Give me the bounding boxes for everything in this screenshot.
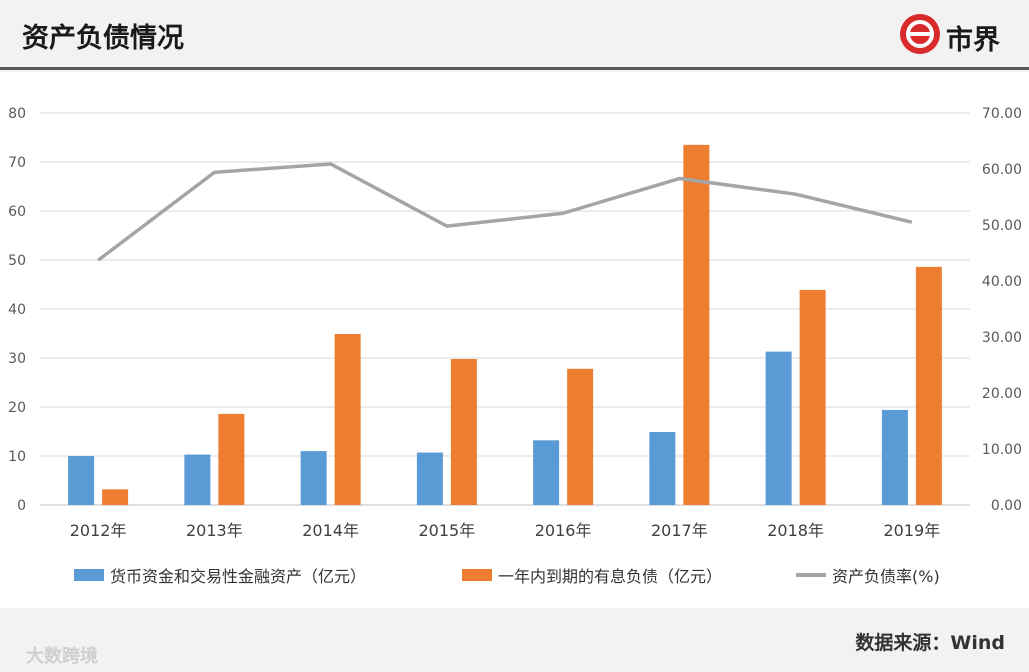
x-tick-label: 2017年 [651,521,708,540]
right-tick-label: 40.00 [982,274,1022,290]
legend-label-cash: 货币资金和交易性金融资产（亿元） [110,567,367,586]
left-tick-label: 30 [8,351,26,367]
right-tick-label: 20.00 [982,386,1022,402]
x-tick-label: 2019年 [884,521,941,540]
left-tick-label: 70 [8,155,26,171]
right-tick-label: 0.00 [991,498,1022,514]
chart: 0 10 20 30 40 50 60 70 80 0.00 10.00 20.00 30.00 40.0… [8,106,1022,540]
chart-legend: 货币资金和交易性金融资产（亿元） 一年内到期的有息负债（亿元） 资产负债率(%) [0,560,1029,590]
bar-debt [102,489,129,505]
legend-item-cash: 货币资金和交易性金融资产（亿元） [74,560,366,590]
legend-swatch-orange [462,569,492,581]
bar-debt [567,368,594,505]
bar-debt [799,289,826,505]
bar-debt [334,333,361,505]
bar-debt [218,413,245,505]
logo-icon [900,14,940,54]
bar-cash [533,440,560,505]
bar-cash [765,351,792,505]
right-tick-label: 10.00 [982,442,1022,458]
bar-cash [184,454,211,505]
x-tick-label: 2016年 [535,521,592,540]
right-tick-label: 60.00 [982,162,1022,178]
x-tick-label: 2012年 [70,521,127,540]
bar-cash [68,456,95,505]
watermark: 大数跨境 [26,646,98,667]
bar-debt [683,144,710,505]
legend-swatch-gray [796,573,826,577]
legend-item-ratio: 资产负债率(%) [796,560,940,590]
left-tick-label: 80 [8,106,26,122]
left-tick-label: 10 [8,449,26,465]
logo-text: 市界 [946,25,1000,56]
bar-cash [300,451,327,505]
right-tick-label: 50.00 [982,218,1022,234]
legend-swatch-blue [74,569,104,581]
left-tick-label: 0 [17,498,26,514]
bar-cash [416,452,443,505]
bar-cash [881,409,908,505]
left-tick-label: 50 [8,253,26,269]
bar-debt [915,266,942,505]
x-tick-label: 2014年 [302,521,359,540]
legend-label-debt: 一年内到期的有息负债（亿元） [498,567,723,586]
legend-label-ratio: 资产负债率(%) [832,567,940,586]
brand-logo: 市界 [900,14,1022,58]
data-source: 数据来源：Wind [855,632,1005,654]
bar-cash [649,431,676,505]
ratio-line [97,162,913,262]
chart-panel: 0 10 20 30 40 50 60 70 80 0.00 10.00 20.00 30.00 40.0… [0,72,1029,608]
left-tick-label: 60 [8,204,26,220]
header: 资产负债情况 市界 [0,0,1029,70]
x-tick-label: 2015年 [419,521,476,540]
bar-debt [450,358,477,505]
right-tick-label: 70.00 [982,106,1022,122]
header-divider [0,67,1029,70]
right-tick-label: 30.00 [982,330,1022,346]
left-tick-label: 20 [8,400,26,416]
x-tick-label: 2013年 [186,521,243,540]
x-tick-label: 2018年 [767,521,824,540]
page-title: 资产负债情况 [22,23,184,54]
left-tick-label: 40 [8,302,26,318]
legend-item-debt: 一年内到期的有息负债（亿元） [462,560,722,590]
